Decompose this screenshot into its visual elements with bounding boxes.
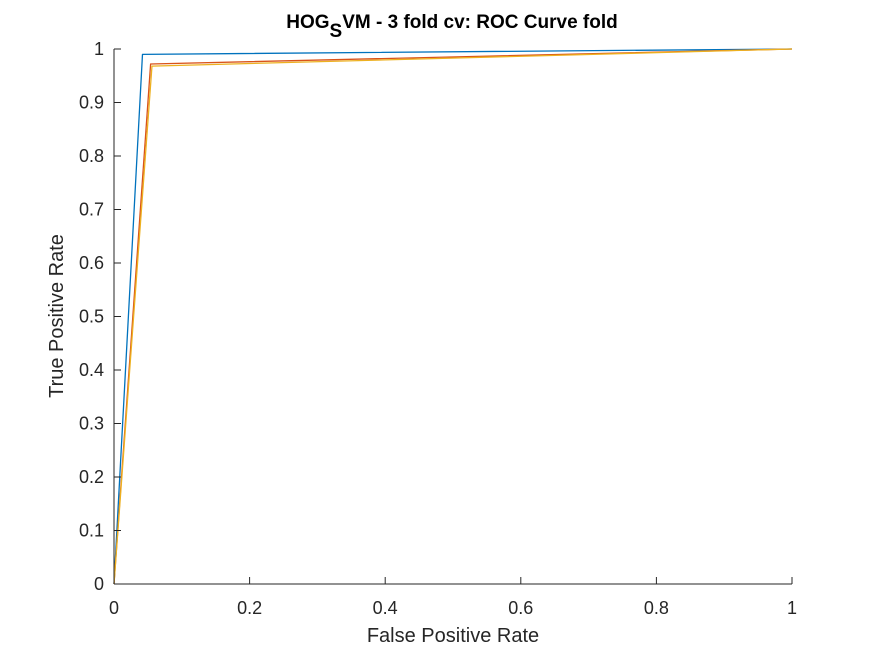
y-tick-label: 0.8 <box>79 146 104 166</box>
x-tick-label: 0.2 <box>237 598 262 618</box>
y-tick-label: 1 <box>94 39 104 59</box>
x-tick-label: 0 <box>109 598 119 618</box>
y-tick-label: 0.6 <box>79 253 104 273</box>
x-tick-label: 0.8 <box>644 598 669 618</box>
y-tick-label: 0.5 <box>79 307 104 327</box>
x-axis-label: False Positive Rate <box>367 625 539 647</box>
y-tick-label: 0.2 <box>79 467 104 487</box>
plot-area <box>114 49 792 584</box>
x-tick-label: 0.6 <box>508 598 533 618</box>
x-tick-label: 0.4 <box>373 598 398 618</box>
series-layer <box>113 48 793 585</box>
y-axis-label: True Positive Rate <box>46 234 68 398</box>
x-tick-label: 1 <box>787 598 797 618</box>
chart-title: HOGSVM - 3 fold cv: ROC Curve fold <box>286 12 618 42</box>
y-tick-label: 0.3 <box>79 414 104 434</box>
y-tick-label: 0.1 <box>79 521 104 541</box>
y-tick-label: 0.7 <box>79 200 104 220</box>
chart-title-suffix: VM - 3 fold cv: ROC Curve fold <box>342 12 618 33</box>
y-tick-label: 0.9 <box>79 93 104 113</box>
roc-series-line-3 <box>113 48 793 585</box>
chart-title-prefix: HOG <box>286 12 329 33</box>
y-tick-label: 0.4 <box>79 360 104 380</box>
y-tick-label: 0 <box>94 574 104 594</box>
roc-series-line-1 <box>113 48 793 585</box>
chart-title-subscript: S <box>330 21 343 42</box>
axes-layer: 0 0.2 0.4 0.6 0.8 1 0 0.1 0.2 0.3 0.4 0.5 0.6 0.7 0.8 0… <box>79 39 797 618</box>
